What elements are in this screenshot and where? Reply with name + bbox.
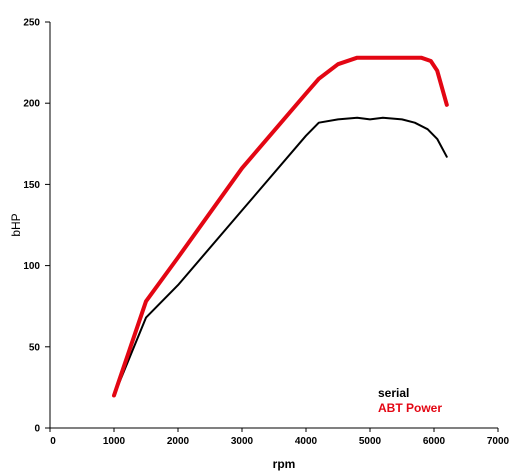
x-tick-label: 2000 [167, 436, 190, 447]
y-tick-label: 50 [29, 342, 41, 353]
legend-entry-serial: serial [378, 386, 409, 400]
x-tick-label: 0 [50, 436, 56, 447]
x-tick-label: 1000 [103, 436, 126, 447]
x-tick-label: 5000 [359, 436, 382, 447]
series [112, 55, 449, 398]
x-tick-label: 4000 [295, 436, 318, 447]
series-line-abt-power [112, 55, 449, 398]
x-ticks: 0 1000 2000 3000 4000 5000 6000 7000 [49, 428, 510, 447]
series-line-serial [113, 116, 448, 397]
y-tick-label: 150 [23, 180, 40, 191]
x-tick-label: 6000 [423, 436, 446, 447]
y-tick-label: 200 [23, 99, 40, 110]
x-tick-label: 7000 [487, 436, 510, 447]
y-tick-label: 250 [23, 18, 40, 29]
y-tick-label: 0 [34, 424, 40, 435]
x-tick-label: 3000 [231, 436, 254, 447]
axes [49, 22, 498, 429]
y-axis-title: bHP [9, 213, 23, 236]
legend: serial ABT Power [378, 386, 442, 415]
y-ticks: 0 50 100 150 200 250 [23, 18, 50, 435]
legend-entry-abt-power: ABT Power [378, 401, 442, 415]
y-tick-label: 100 [23, 261, 40, 272]
x-axis-title: rpm [273, 457, 296, 471]
